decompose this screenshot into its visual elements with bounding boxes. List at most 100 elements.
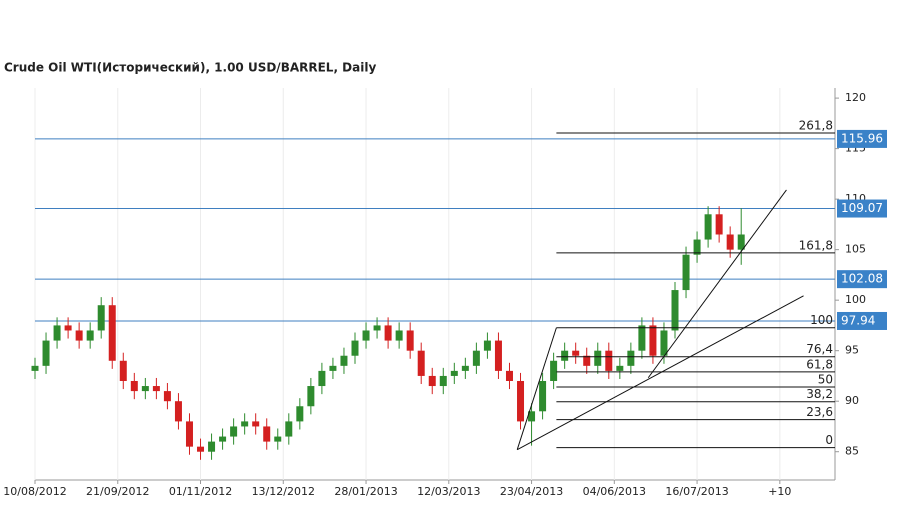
fib-label: 0 xyxy=(825,433,833,447)
candle-body xyxy=(174,401,182,422)
y-tick-label: 85 xyxy=(845,445,859,458)
price-level-box xyxy=(837,311,887,330)
fib-label: 61,8 xyxy=(806,357,833,371)
candle-body xyxy=(141,386,149,392)
candle-body xyxy=(406,330,414,351)
x-tick-label: 21/09/2012 xyxy=(86,485,149,498)
x-tick-label: 10/08/2012 xyxy=(3,485,66,498)
candle-body xyxy=(671,290,679,331)
price-level-label: 97.94 xyxy=(841,313,875,327)
candle-body xyxy=(263,426,271,442)
candle-body xyxy=(583,355,591,366)
price-level-box xyxy=(837,270,887,289)
candle-body xyxy=(649,325,657,356)
candle-body xyxy=(75,330,83,341)
candle-body xyxy=(517,380,525,422)
candle-body xyxy=(340,355,348,366)
candle-body xyxy=(483,340,491,351)
candle-body xyxy=(494,340,502,371)
y-tick-label: 90 xyxy=(845,394,859,407)
x-tick-label: 28/01/2013 xyxy=(334,485,397,498)
candle-body xyxy=(31,365,39,371)
candle-body xyxy=(627,350,635,366)
fib-label: 76,4 xyxy=(806,342,833,356)
candle-body xyxy=(450,370,458,376)
candle-body xyxy=(528,411,536,422)
x-tick-label: 12/03/2013 xyxy=(417,485,480,498)
fib-label: 261,8 xyxy=(799,118,833,132)
candle-body xyxy=(362,330,370,341)
candle-body xyxy=(660,330,668,356)
candle-body xyxy=(373,325,381,331)
candle-body xyxy=(329,365,337,371)
candle-body xyxy=(163,391,171,402)
candle-body xyxy=(737,234,745,250)
x-tick-label: 16/07/2013 xyxy=(665,485,728,498)
candle-body xyxy=(417,350,425,376)
candle-body xyxy=(296,406,304,422)
x-tick-label: +10 xyxy=(768,485,791,498)
candle-body xyxy=(428,375,436,387)
fib-label: 161,8 xyxy=(799,238,833,252)
candle-body xyxy=(472,350,480,366)
candle-body xyxy=(130,380,138,392)
candle-body xyxy=(561,350,569,361)
x-tick-label: 04/06/2013 xyxy=(583,485,646,498)
candle-body xyxy=(53,325,61,341)
candle-body xyxy=(572,350,580,356)
x-tick-label: 23/04/2013 xyxy=(500,485,563,498)
y-tick-label: 120 xyxy=(845,91,866,104)
y-tick-label: 100 xyxy=(845,293,866,306)
candle-body xyxy=(97,305,105,331)
candle-body xyxy=(64,325,72,331)
candle-body xyxy=(241,421,249,427)
candle-body xyxy=(42,340,50,366)
candle-body xyxy=(252,421,260,427)
y-tick-label: 95 xyxy=(845,344,859,357)
candle-body xyxy=(704,214,712,240)
candle-body xyxy=(274,436,282,442)
candle-body xyxy=(307,386,315,407)
x-tick-label: 13/12/2012 xyxy=(252,485,315,498)
fib-label: 23,6 xyxy=(806,405,833,419)
fib-label: 100 xyxy=(810,313,833,327)
candle-body xyxy=(693,239,701,255)
trend-line xyxy=(647,189,787,379)
price-level-label: 102.08 xyxy=(841,272,883,286)
trend-line xyxy=(516,295,804,451)
fib-label: 38,2 xyxy=(806,387,833,401)
y-tick-label: 105 xyxy=(845,243,866,256)
candle-body xyxy=(230,426,238,437)
candle-body xyxy=(351,340,359,356)
candle-body xyxy=(550,360,558,381)
candle-body xyxy=(318,370,326,387)
candle-body xyxy=(219,436,227,442)
price-level-box xyxy=(837,129,887,148)
price-level-box xyxy=(837,199,887,218)
price-level-label: 109.07 xyxy=(841,201,883,215)
candle-body xyxy=(461,365,469,371)
candle-body xyxy=(605,350,613,371)
candle-body xyxy=(185,421,193,447)
candle-body xyxy=(726,234,734,250)
candle-body xyxy=(197,446,205,452)
candle-body xyxy=(119,360,127,381)
candle-body xyxy=(539,380,547,412)
candle-body xyxy=(285,421,293,437)
candle-body xyxy=(616,365,624,371)
x-tick-label: 01/11/2012 xyxy=(169,485,232,498)
candle-body xyxy=(638,325,646,351)
candle-body xyxy=(208,441,216,452)
candle-body xyxy=(594,350,602,366)
fib-label: 50 xyxy=(818,373,833,387)
candle-body xyxy=(108,305,116,361)
trend-line xyxy=(516,327,557,450)
candle-body xyxy=(152,386,160,392)
candle-body xyxy=(384,325,392,341)
candle-body xyxy=(395,330,403,341)
candle-body xyxy=(86,330,94,341)
chart-title: Crude Oil WTI(Исторический), 1.00 USD/BA… xyxy=(4,61,376,75)
price-level-label: 115.96 xyxy=(841,131,883,145)
candle-body xyxy=(505,370,513,381)
